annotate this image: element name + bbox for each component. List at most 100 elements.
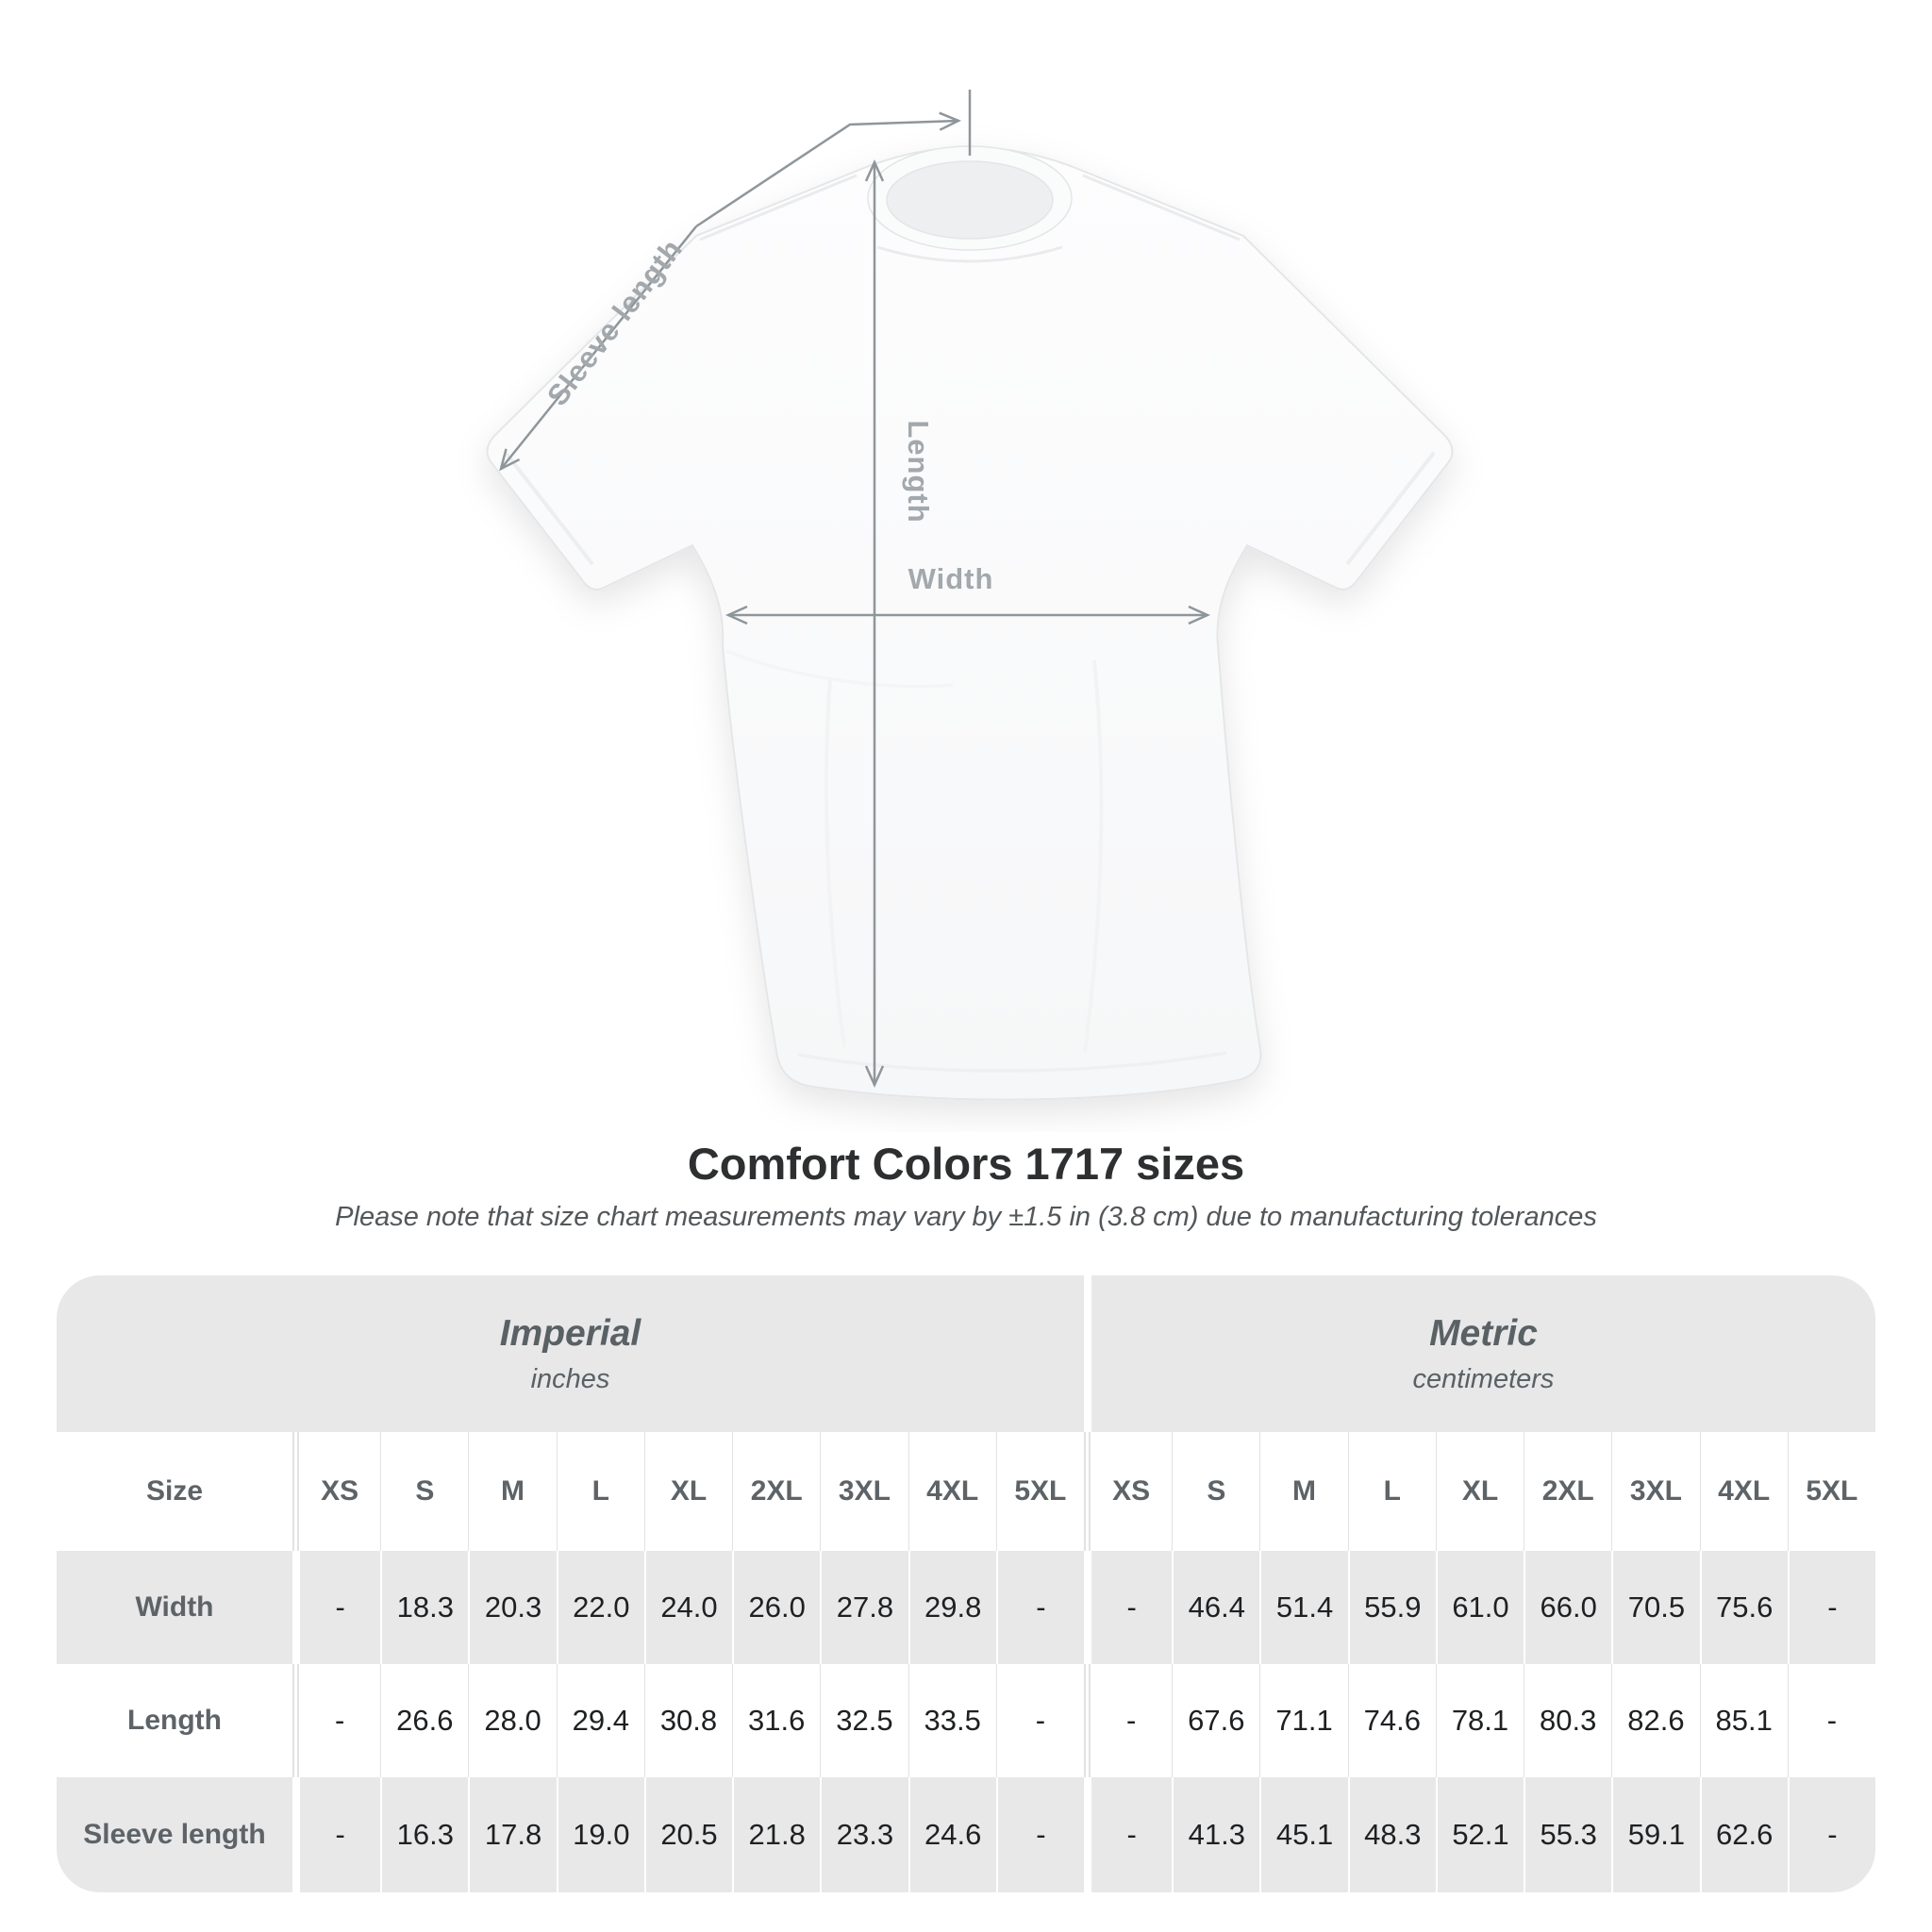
tshirt-measurement-diagram: Sleeve length Length Width [486, 90, 1454, 1101]
imperial-unit: inches [530, 1363, 610, 1394]
table-cell: 17.8 [468, 1777, 556, 1892]
table-cell: - [995, 1664, 1084, 1777]
table-cell: 26.0 [732, 1551, 820, 1664]
table-cell: 46.4 [1172, 1551, 1259, 1664]
size-header: 5XL [1787, 1432, 1875, 1551]
imperial-group-header: Imperial inches [57, 1275, 1084, 1432]
table-cell: - [292, 1777, 380, 1892]
size-header: 2XL [1524, 1432, 1611, 1551]
table-cell: - [1083, 1777, 1172, 1892]
table-cell: 45.1 [1259, 1777, 1347, 1892]
table-cell: 70.5 [1611, 1551, 1699, 1664]
wrinkle-3 [725, 649, 954, 689]
imperial-label: Imperial [499, 1312, 641, 1354]
tolerance-note: Please note that size chart measurements… [335, 1202, 1597, 1232]
table-cell: 55.3 [1524, 1777, 1611, 1892]
table-cell: 62.6 [1699, 1777, 1788, 1892]
table-cell: 75.6 [1699, 1551, 1788, 1664]
shoulder-seam-left [699, 174, 858, 242]
table-cell: 28.0 [468, 1664, 556, 1777]
cuff-shadow-left [504, 451, 594, 566]
collar-opening [874, 152, 1066, 248]
table-cell: 29.4 [556, 1664, 644, 1777]
metric-unit: centimeters [1412, 1363, 1555, 1394]
size-header-row: Size XS S M L XL 2XL 3XL 4XL 5XL XS S M … [57, 1432, 1875, 1551]
table-cell: 22.0 [556, 1551, 644, 1664]
size-header: 3XL [1611, 1432, 1699, 1551]
table-cell: 41.3 [1172, 1777, 1259, 1892]
table-cell: 74.6 [1347, 1664, 1436, 1777]
row-label: Length [127, 1705, 222, 1736]
table-cell: 16.3 [380, 1777, 468, 1892]
table-cell: 71.1 [1259, 1664, 1347, 1777]
hem-stitch [797, 1051, 1227, 1073]
row-label: Sleeve length [83, 1819, 266, 1850]
table-cell: 82.6 [1611, 1664, 1699, 1777]
page-title: Comfort Colors 1717 sizes [687, 1139, 1245, 1189]
size-header: M [468, 1432, 556, 1551]
table-cell: 59.1 [1611, 1777, 1699, 1892]
table-cell: 30.8 [643, 1664, 732, 1777]
table-cell: 24.6 [908, 1777, 996, 1892]
unit-header-band: Imperial inches Metric centimeters [57, 1275, 1875, 1432]
table-cell: 20.5 [643, 1777, 732, 1892]
size-header: 4XL [1699, 1432, 1788, 1551]
table-row-width: Width - 18.3 20.3 22.0 24.0 26.0 27.8 29… [57, 1551, 1875, 1664]
size-header: 2XL [732, 1432, 820, 1551]
row-label: Width [135, 1591, 214, 1623]
shoulder-seam-right [1082, 174, 1241, 242]
size-header: XL [643, 1432, 732, 1551]
table-row-length: Length - 26.6 28.0 29.4 30.8 31.6 32.5 3… [57, 1664, 1875, 1777]
wrinkle-1 [824, 678, 846, 1048]
size-header: XS [1083, 1432, 1172, 1551]
table-cell: 48.3 [1347, 1777, 1436, 1892]
size-header: 3XL [820, 1432, 908, 1551]
table-cell: 85.1 [1699, 1664, 1788, 1777]
width-label: Width [908, 562, 994, 595]
table-cell: 78.1 [1435, 1664, 1524, 1777]
table-cell: 31.6 [732, 1664, 820, 1777]
table-cell: 27.8 [820, 1551, 908, 1664]
metric-label: Metric [1429, 1312, 1538, 1354]
table-cell: 61.0 [1435, 1551, 1524, 1664]
size-header: XS [292, 1432, 380, 1551]
metric-group-header: Metric centimeters [1084, 1275, 1875, 1432]
table-cell: 19.0 [556, 1777, 644, 1892]
table-cell: 26.6 [380, 1664, 468, 1777]
sleeve-length-arrow-upper [695, 121, 958, 228]
table-cell: - [292, 1551, 380, 1664]
table-row-sleeve-length: Sleeve length - 16.3 17.8 19.0 20.5 21.8… [57, 1777, 1875, 1892]
table-cell: - [1787, 1551, 1875, 1664]
table-cell: 18.3 [380, 1551, 468, 1664]
table-cell: 24.0 [643, 1551, 732, 1664]
table-cell: 51.4 [1259, 1551, 1347, 1664]
table-cell: 66.0 [1524, 1551, 1611, 1664]
table-cell: - [1083, 1551, 1172, 1664]
table-cell: - [292, 1664, 380, 1777]
wrinkle-2 [1083, 659, 1104, 1053]
table-cell: 21.8 [732, 1777, 820, 1892]
size-header: M [1259, 1432, 1347, 1551]
cuff-shadow-right [1345, 451, 1436, 566]
size-header: 4XL [908, 1432, 996, 1551]
table-cell: 80.3 [1524, 1664, 1611, 1777]
table-cell: 33.5 [908, 1664, 996, 1777]
size-header: S [380, 1432, 468, 1551]
table-cell: - [1787, 1664, 1875, 1777]
collar-stitch [876, 245, 1063, 263]
table-cell: 29.8 [908, 1551, 996, 1664]
table-cell: 20.3 [468, 1551, 556, 1664]
size-header: L [1347, 1432, 1436, 1551]
size-table: Imperial inches Metric centimeters Size … [57, 1275, 1875, 1892]
length-label: Length [902, 420, 935, 523]
table-cell: 52.1 [1435, 1777, 1524, 1892]
table-cell: - [1083, 1664, 1172, 1777]
table-cell: 55.9 [1347, 1551, 1436, 1664]
sleeve-length-arrow [501, 225, 697, 469]
table-cell: 32.5 [820, 1664, 908, 1777]
table-cell: 67.6 [1172, 1664, 1259, 1777]
table-cell: - [995, 1777, 1084, 1892]
size-header: XL [1435, 1432, 1524, 1551]
table-cell: 23.3 [820, 1777, 908, 1892]
